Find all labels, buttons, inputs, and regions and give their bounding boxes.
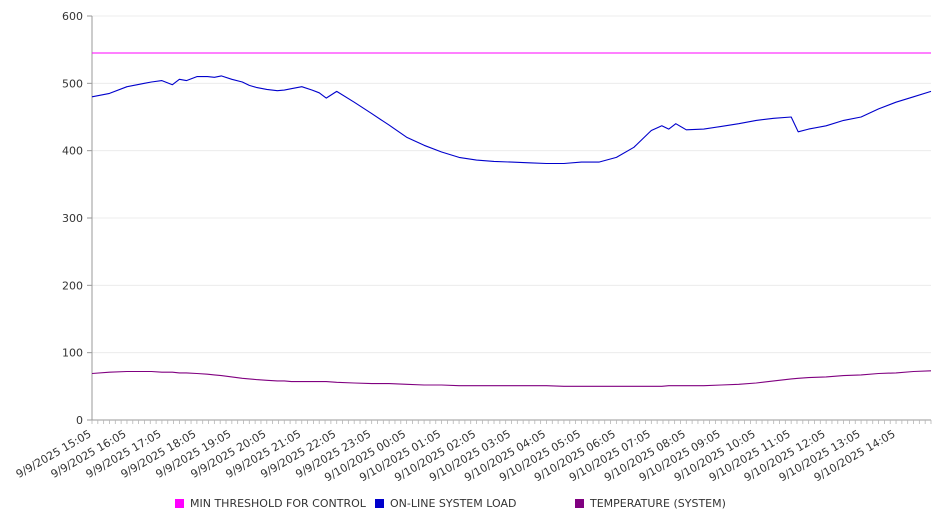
series-line-online-system-load bbox=[91, 75, 932, 165]
series-lines bbox=[91, 52, 932, 387]
legend: MIN THRESHOLD FOR CONTROL ON-LINE SYSTEM… bbox=[0, 497, 946, 515]
gridlines bbox=[92, 15, 931, 354]
series-line-temperature bbox=[91, 370, 932, 387]
legend-item-min-threshold[interactable]: MIN THRESHOLD FOR CONTROL bbox=[175, 497, 366, 510]
y-tick-label: 600 bbox=[62, 10, 83, 23]
y-tick-label: 0 bbox=[76, 414, 83, 427]
legend-swatch-online-system-load bbox=[375, 499, 384, 508]
y-tick-label: 500 bbox=[62, 77, 83, 90]
legend-label-min-threshold: MIN THRESHOLD FOR CONTROL bbox=[190, 497, 366, 510]
legend-label-online-system-load: ON-LINE SYSTEM LOAD bbox=[390, 497, 517, 510]
y-tick-label: 400 bbox=[62, 145, 83, 158]
axes bbox=[87, 15, 932, 424]
legend-label-temperature: TEMPERATURE (SYSTEM) bbox=[590, 497, 726, 510]
y-tick-label: 100 bbox=[62, 347, 83, 360]
y-tick-label: 300 bbox=[62, 212, 83, 225]
y-tick-label: 200 bbox=[62, 279, 83, 292]
x-tick-labels: 9/9/2025 15:059/9/2025 16:059/9/2025 17:… bbox=[14, 427, 898, 484]
y-tick-labels: 0 100 200 300 400 500 600 bbox=[62, 10, 83, 427]
legend-swatch-min-threshold bbox=[175, 499, 184, 508]
legend-item-temperature[interactable]: TEMPERATURE (SYSTEM) bbox=[575, 497, 726, 510]
legend-swatch-temperature bbox=[575, 499, 584, 508]
legend-item-online-system-load[interactable]: ON-LINE SYSTEM LOAD bbox=[375, 497, 516, 510]
